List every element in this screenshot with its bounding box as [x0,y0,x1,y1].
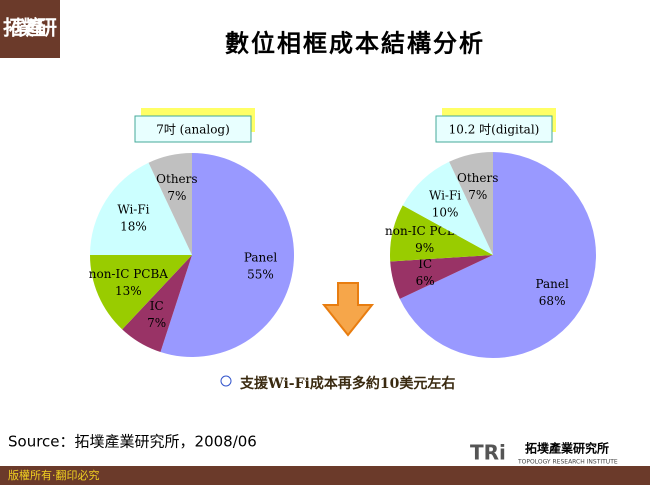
note: 支援Wi-Fi成本再多約10美元左右 [239,375,455,392]
slice-label: Panel [244,250,278,264]
slice-value: 18% [120,219,147,233]
slice-label: non-IC PCBA [89,267,169,281]
slice-value: 7% [147,316,166,330]
chart-title-box [435,115,553,143]
brand: TRi [470,441,506,465]
slice-value: 10% [432,205,459,219]
slice-value: 7% [468,188,487,202]
bullet [220,375,232,387]
pie-slice [402,161,493,255]
chart-title-box [134,115,252,143]
pie-slice [122,255,192,353]
slide-title: 數位相框成本結構分析 [225,29,485,58]
slice-value: 13% [115,284,142,298]
company-en: TOPOLOGY RESEARCH INSTITUTE [517,459,618,466]
pie-slice [399,152,596,358]
slice-label: Others [156,172,197,186]
footer-bar [0,466,650,485]
copyright: 版權所有‧翻印必究 [8,468,100,482]
pie-slice [449,152,493,255]
slice-label: Wi-Fi [429,188,461,202]
chart-title: 7吋 (analog) [156,123,230,137]
pie-slice [160,153,295,357]
source: Source：拓墣產業研究所，2008/06 [8,433,257,451]
pie-slice [390,255,493,299]
slice-label: IC [418,257,432,271]
pie-slice [148,153,192,255]
pie-slice [90,255,192,330]
pie-slice [90,162,192,255]
slice-label: Others [457,171,498,185]
slice-value: 7% [167,189,186,203]
pie-slice [390,205,493,262]
slice-value: 55% [247,267,274,281]
slice-value: 6% [416,274,435,288]
logo-text: 拓墣產研 [3,16,57,40]
slice-label: IC [150,299,164,313]
chart-title: 10.2 吋(digital) [449,123,540,137]
slice-value: 68% [539,294,566,308]
arrow [321,282,375,337]
slice-value: 9% [415,241,434,255]
company: 拓墣產業研究所 [525,441,609,456]
logo-box [0,0,60,58]
slice-label: Wi-Fi [117,202,149,216]
slice-label: Panel [535,277,569,291]
